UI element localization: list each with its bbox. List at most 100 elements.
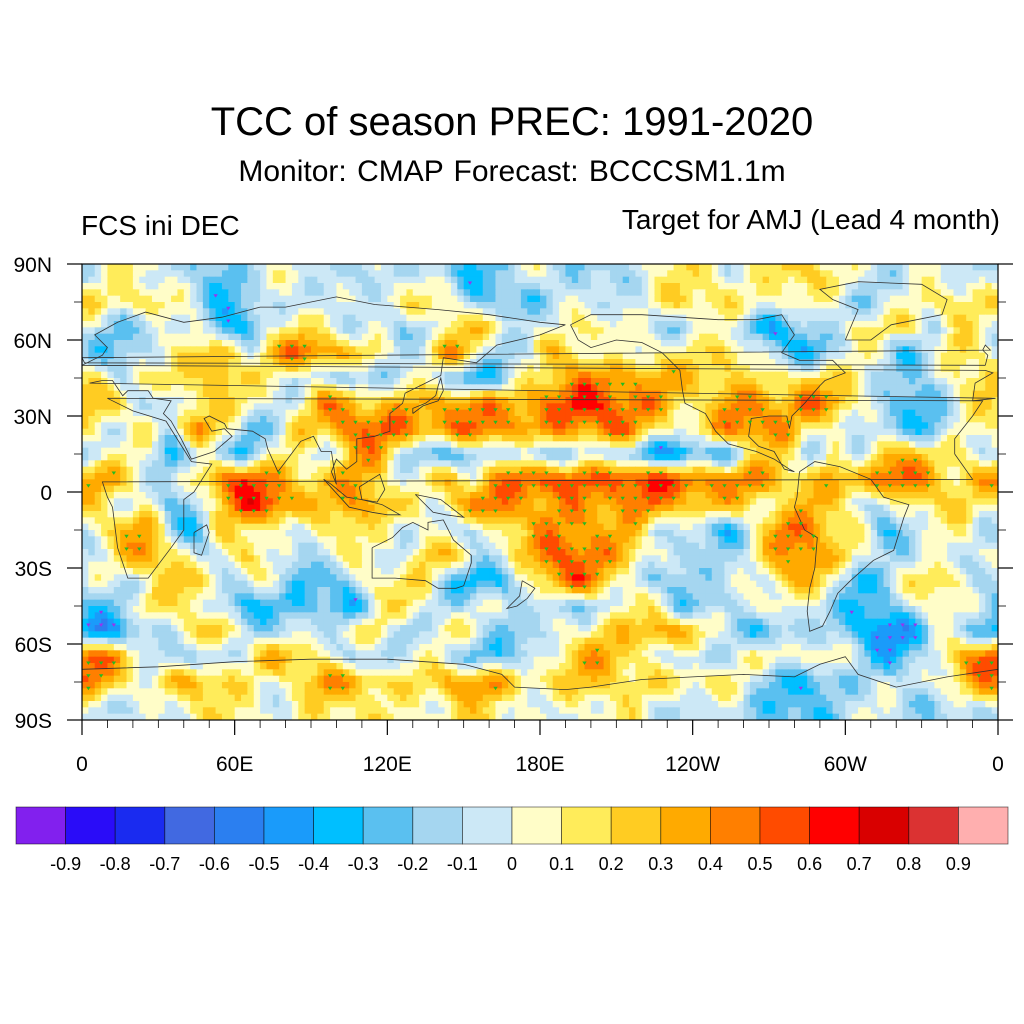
field-cell xyxy=(406,403,414,411)
field-cell xyxy=(393,327,401,335)
field-cell xyxy=(603,447,611,455)
field-cell xyxy=(692,283,700,290)
field-cell xyxy=(495,302,503,309)
field-cell xyxy=(762,295,770,303)
field-cell xyxy=(247,428,255,436)
field-cell xyxy=(851,460,859,468)
field-cell xyxy=(82,416,89,423)
field-cell xyxy=(928,460,935,468)
field-cell xyxy=(228,390,236,398)
field-cell xyxy=(234,435,242,442)
field-cell xyxy=(788,422,796,430)
field-cell xyxy=(387,447,395,455)
field-cell xyxy=(139,314,147,322)
field-cell xyxy=(737,416,745,423)
field-cell xyxy=(616,454,624,461)
field-cell xyxy=(940,460,948,468)
field-cell xyxy=(807,435,815,442)
field-cell xyxy=(393,441,401,449)
field-cell xyxy=(775,384,783,392)
field-cell xyxy=(501,283,509,290)
field-cell xyxy=(711,289,719,297)
field-cell xyxy=(648,327,656,335)
field-cell xyxy=(870,314,878,322)
field-cell xyxy=(463,352,471,360)
field-cell xyxy=(412,346,420,354)
field-cell xyxy=(540,371,547,379)
field-cell xyxy=(508,283,516,290)
field-cell xyxy=(845,454,853,461)
field-cell xyxy=(431,460,439,468)
field-cell xyxy=(832,403,840,411)
field-cell xyxy=(482,365,490,373)
field-cell xyxy=(826,365,834,373)
field-cell xyxy=(285,289,293,297)
field-cell xyxy=(597,340,605,347)
field-cell xyxy=(597,454,605,461)
field-cell xyxy=(164,390,172,398)
field-cell xyxy=(622,333,630,341)
field-cell xyxy=(349,314,357,322)
field-cell xyxy=(648,409,656,417)
field-cell xyxy=(438,397,446,404)
field-cell xyxy=(864,447,872,455)
field-cell xyxy=(260,264,268,271)
field-cell xyxy=(158,447,166,455)
field-cell xyxy=(330,466,338,474)
field-cell xyxy=(699,428,706,436)
field-cell xyxy=(711,397,719,404)
field-cell xyxy=(304,321,312,328)
field-cell xyxy=(94,409,102,417)
field-cell xyxy=(476,378,484,385)
field-cell xyxy=(959,264,967,271)
field-cell xyxy=(330,378,338,385)
field-cell xyxy=(756,466,764,474)
field-cell xyxy=(450,340,458,347)
field-cell xyxy=(959,327,967,335)
field-cell xyxy=(940,270,948,278)
field-cell xyxy=(234,295,242,303)
field-cell xyxy=(361,390,369,398)
field-cell xyxy=(616,270,624,278)
field-cell xyxy=(253,409,261,417)
field-cell xyxy=(686,295,694,303)
field-cell xyxy=(304,295,312,303)
field-cell xyxy=(470,302,477,309)
field-cell xyxy=(514,295,522,303)
field-cell xyxy=(508,295,516,303)
field-cell xyxy=(355,264,363,271)
field-cell xyxy=(648,333,656,341)
field-cell xyxy=(692,264,700,271)
field-cell xyxy=(406,378,414,385)
field-cell xyxy=(501,416,509,423)
field-cell xyxy=(361,428,369,436)
field-cell xyxy=(349,390,357,398)
field-cell xyxy=(908,435,916,442)
field-cell xyxy=(107,327,115,335)
field-cell xyxy=(342,447,350,455)
field-cell xyxy=(101,365,109,373)
field-cell xyxy=(928,302,935,309)
field-cell xyxy=(985,365,993,373)
field-cell xyxy=(126,479,134,487)
field-cell xyxy=(978,327,986,335)
field-cell xyxy=(285,390,293,398)
field-cell xyxy=(648,428,656,436)
field-cell xyxy=(400,352,408,360)
field-cell xyxy=(641,295,649,303)
field-cell xyxy=(648,308,656,316)
field-cell xyxy=(699,289,706,297)
field-cell xyxy=(991,359,998,366)
field-cell xyxy=(489,302,497,309)
field-cell xyxy=(311,390,318,398)
field-cell xyxy=(444,276,452,284)
field-cell xyxy=(419,327,427,335)
field-cell xyxy=(291,466,299,474)
field-cell xyxy=(578,314,586,322)
field-cell xyxy=(355,321,363,328)
field-cell xyxy=(279,409,287,417)
field-cell xyxy=(877,466,885,474)
field-cell xyxy=(158,321,166,328)
field-cell xyxy=(107,295,115,303)
field-cell xyxy=(915,378,923,385)
